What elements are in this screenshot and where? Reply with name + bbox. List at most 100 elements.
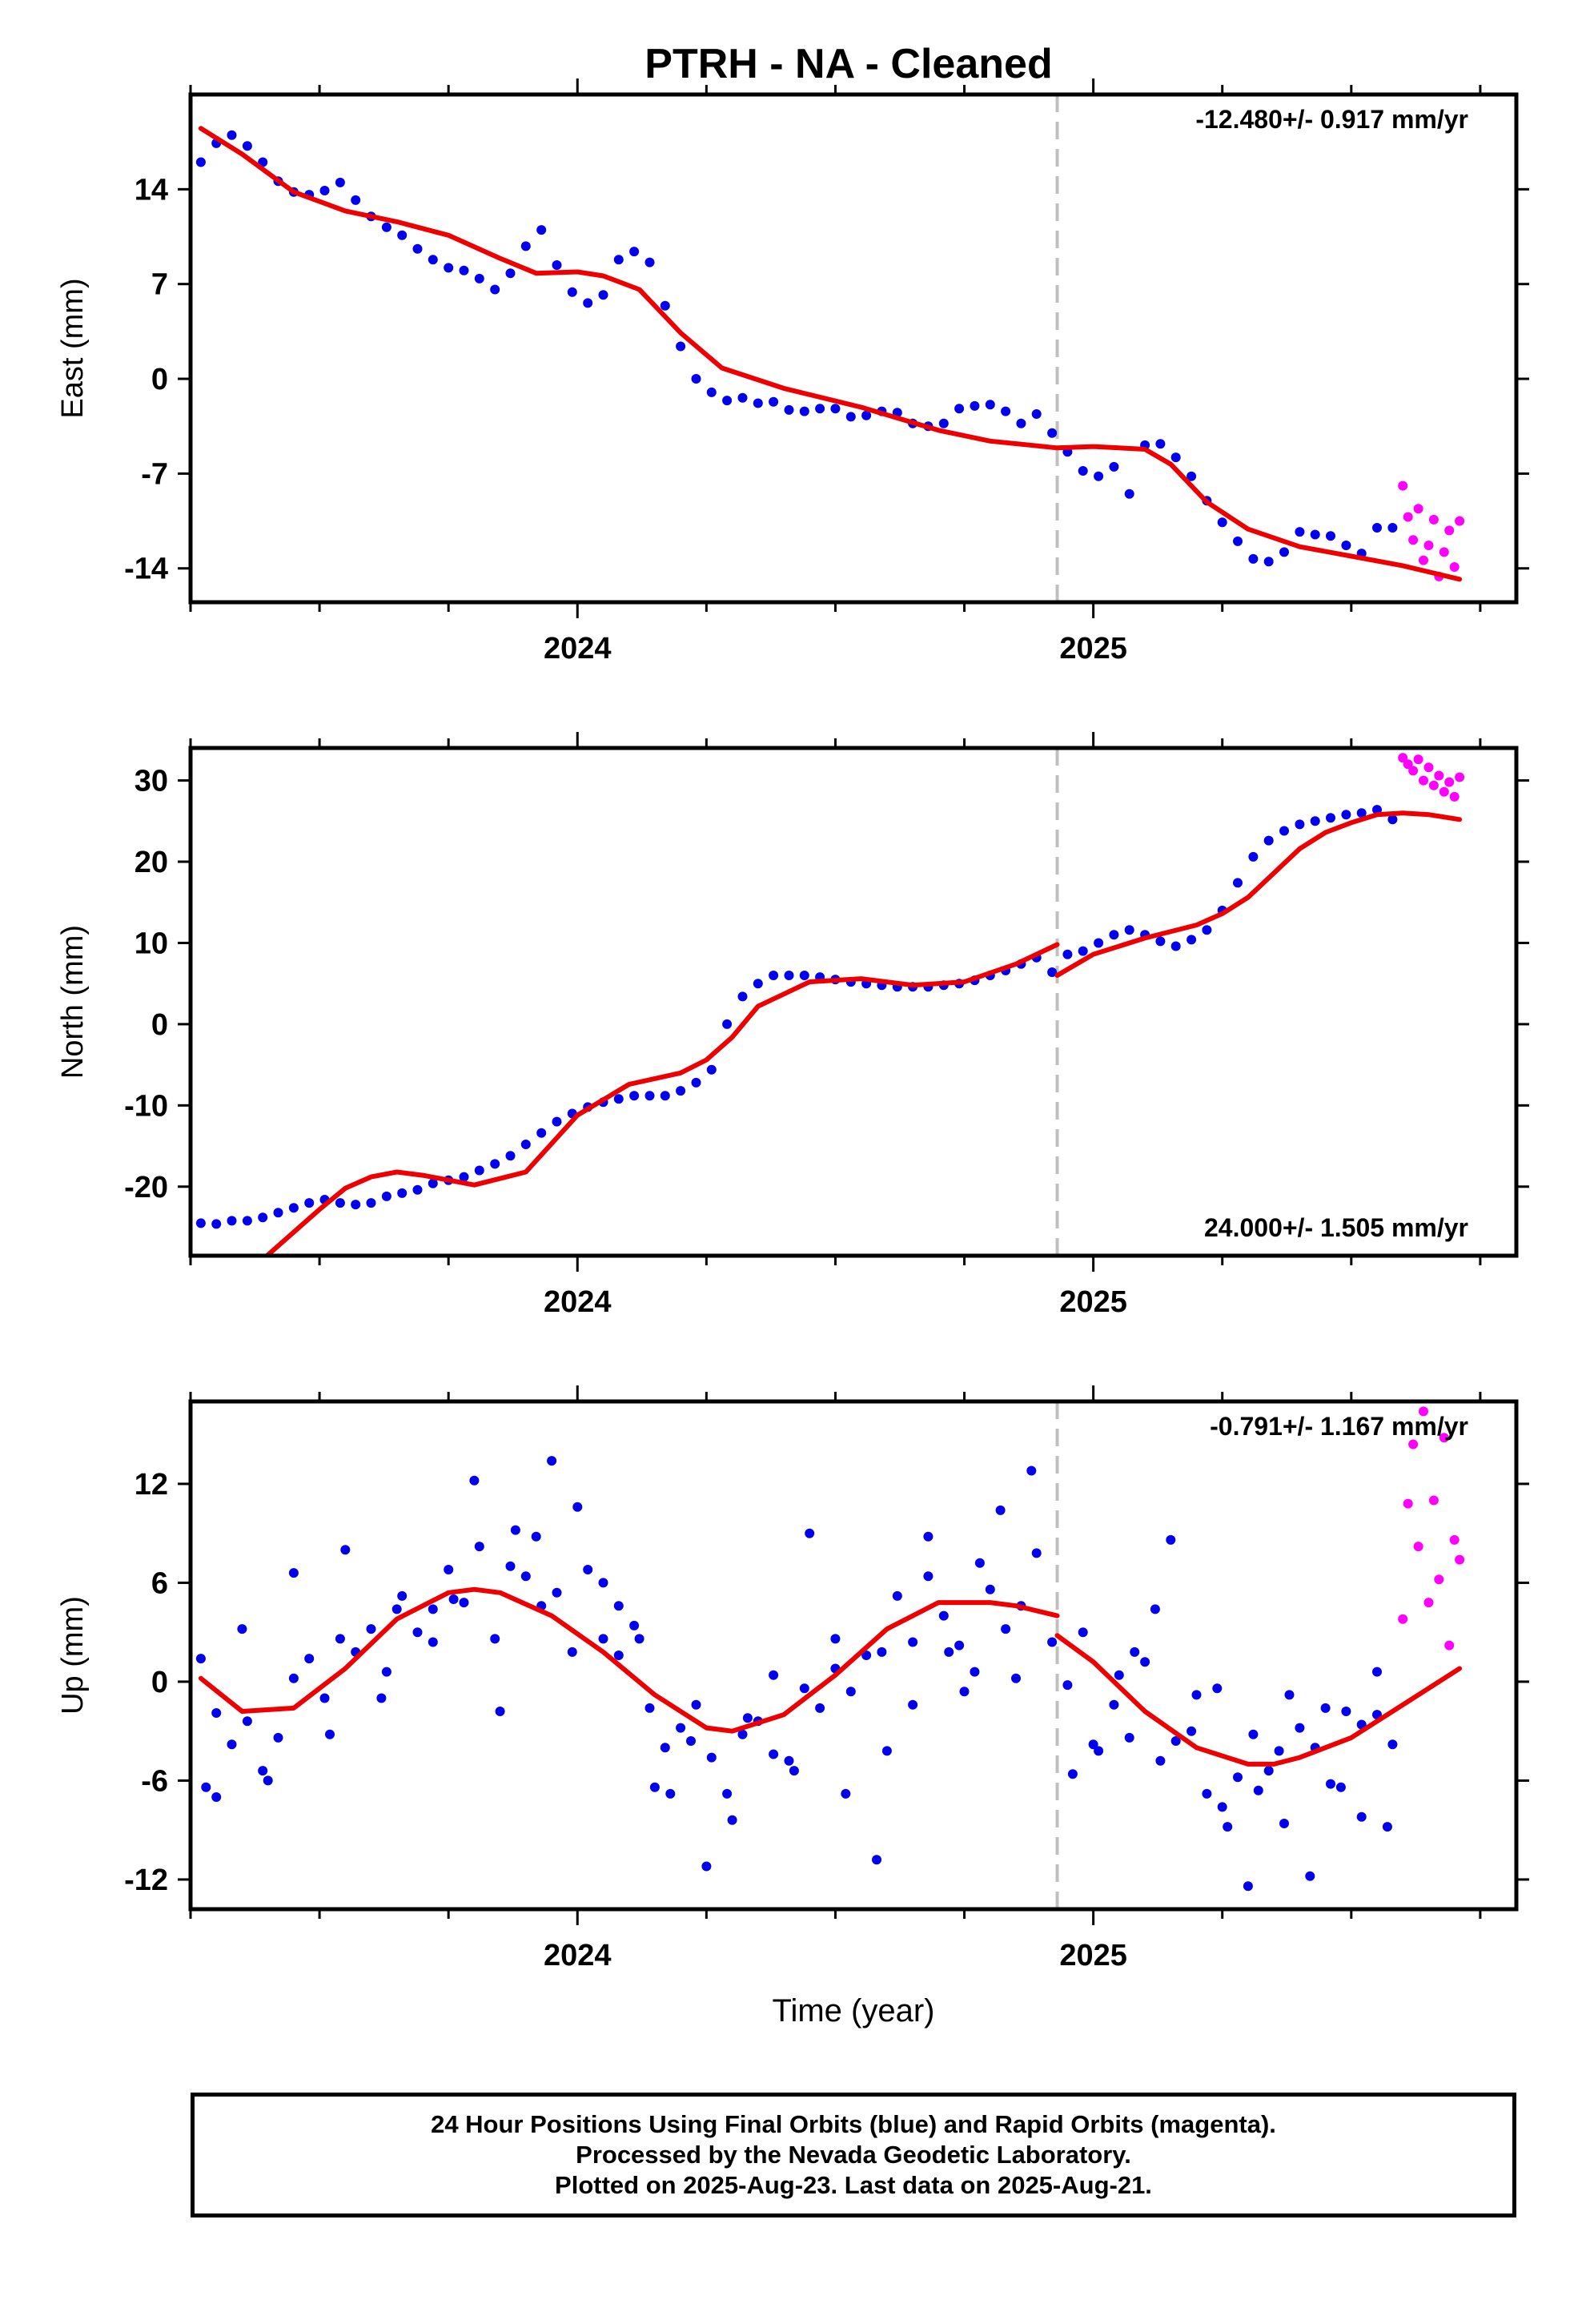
up-final-point [1155,1755,1166,1766]
north-final-point [552,1116,562,1127]
up-plot-area [195,1401,1465,1909]
up-final-point [263,1775,273,1786]
up-rapid-point [1428,1495,1439,1506]
up-final-point [1124,1732,1134,1743]
up-final-point [1320,1703,1331,1713]
up-final-point [195,1654,206,1664]
up-final-point [805,1528,815,1538]
up-final-point [789,1766,799,1776]
east-final-point [1155,439,1166,449]
up-final-point [872,1855,881,1865]
east-final-point [722,396,733,406]
north-ytick-label: 10 [135,927,168,960]
east-final-point [737,392,748,403]
up-final-point [737,1729,748,1739]
up-final-point [938,1610,949,1621]
north-rapid-point [1434,770,1444,781]
up-final-point [686,1736,696,1746]
north-frame [188,746,1519,1258]
north-final-point [1263,835,1274,846]
up-final-point [1191,1690,1202,1700]
east-ytick-label: -7 [141,457,168,491]
up-ytick-label: 6 [151,1566,168,1600]
up-final-point [799,1683,809,1694]
up-final-point [1140,1657,1150,1667]
north-ylabel: North (mm) [56,925,90,1079]
north-final-point [1279,826,1289,836]
east-final-point [815,404,825,414]
north-final-point [1170,941,1181,951]
up-final-point [629,1620,640,1630]
up-final-point [995,1505,1006,1515]
east-final-point [1310,529,1320,540]
up-final-point [815,1703,825,1713]
up-final-point [319,1693,330,1703]
up-final-point [1243,1881,1253,1892]
east-final-point [613,255,624,265]
east-final-point [1031,409,1042,419]
north-final-point [1310,816,1320,826]
up-final-point [1279,1819,1289,1828]
north-rapid-point [1455,772,1465,782]
up-final-point [552,1587,562,1598]
east-final-point [397,230,408,240]
north-rapid-point [1423,762,1434,773]
north-final-point [784,971,794,980]
east-final-point [1217,517,1227,528]
up-final-point [567,1647,577,1657]
north-final-point [706,1064,717,1075]
north-final-point [397,1188,408,1198]
up-rapid-point [1413,1542,1423,1552]
up-final-point [970,1667,980,1677]
north-final-point [1047,967,1058,977]
east-model-line [198,126,1463,582]
up-rapid-point [1419,1406,1428,1417]
east-final-point [1170,452,1181,463]
up-final-point [830,1634,841,1644]
up-panel: -12 -6 0 6 12 2024 2025 Up (mm) -0.791+/- 1.167 … [56,1385,1529,2028]
up-final-point [881,1746,892,1756]
up-rate-label: -0.791+/- 1.167 mm/yr [1210,1412,1468,1441]
up-final-point [742,1713,753,1723]
north-final-point [335,1198,345,1208]
east-final-point [985,400,995,410]
up-final-point [520,1571,531,1582]
east-rapid-point [1398,480,1408,491]
up-final-point [366,1624,376,1634]
north-final-point [428,1178,438,1188]
up-final-point [908,1699,918,1710]
east-final-point [644,257,655,267]
up-rapid-point [1439,1433,1449,1443]
up-final-point [288,1673,299,1683]
up-final-point [211,1792,222,1802]
east-final-point [784,404,794,415]
north-final-point [691,1077,701,1088]
north-final-point [412,1184,423,1195]
east-final-point [1263,557,1274,567]
north-final-point [769,971,779,980]
up-final-point [784,1755,794,1766]
north-final-point [1202,925,1212,935]
east-final-point [753,398,763,408]
north-rapid-point [1419,775,1428,786]
up-final-point [1088,1739,1098,1750]
up-rapid-point [1423,1598,1434,1608]
up-final-point [727,1815,737,1825]
up-final-point [490,1634,500,1644]
north-panel: -20 -10 0 10 20 30 2024 2025 North (mm) 24.000+/-… [56,732,1529,1319]
up-final-point [1356,1811,1367,1822]
north-final-point [753,979,763,989]
east-rapid-point [1444,525,1455,536]
east-xtick-label: 2024 [544,632,612,665]
east-final-point [861,410,872,420]
up-xlabel: Time (year) [773,1993,935,2028]
up-final-point [861,1651,872,1660]
up-frame [188,1399,1519,1912]
east-ylabel: East (mm) [56,278,90,418]
north-xtick-label: 2025 [1059,1285,1127,1319]
east-final-point [552,260,562,270]
up-final-point [391,1604,402,1614]
up-final-point [944,1647,954,1657]
east-ytick-label: 0 [151,363,168,396]
